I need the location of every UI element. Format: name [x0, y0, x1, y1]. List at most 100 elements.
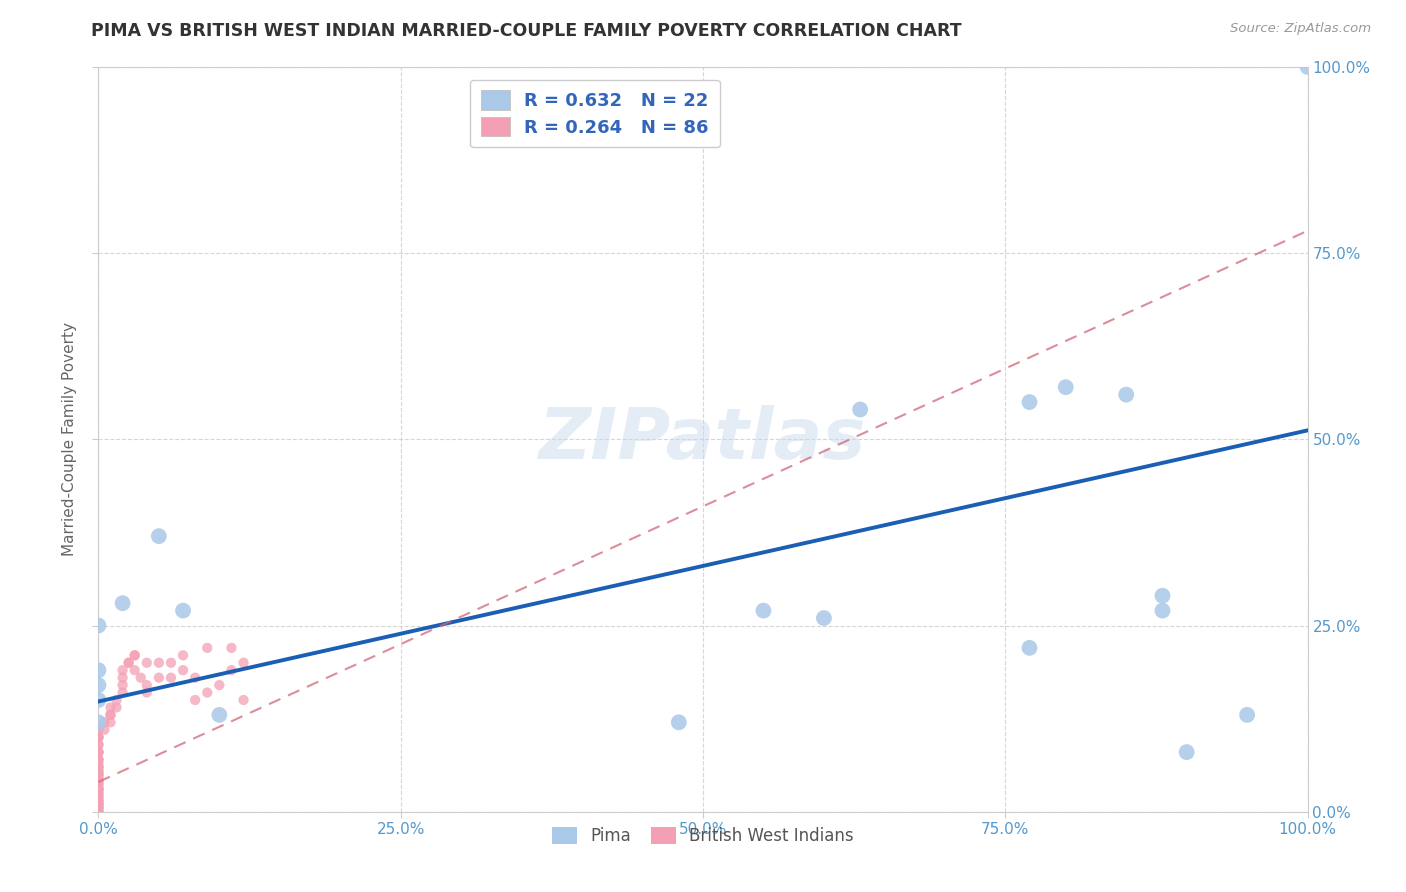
Point — [87, 771, 110, 785]
Point — [172, 663, 194, 677]
Point — [124, 648, 146, 663]
Point — [87, 745, 110, 759]
Point — [87, 779, 110, 793]
Point — [87, 715, 110, 730]
Point — [87, 775, 110, 789]
Point — [87, 760, 110, 774]
Point — [87, 793, 110, 807]
Point — [195, 640, 218, 655]
Point — [208, 707, 231, 722]
Point — [87, 678, 110, 692]
Point — [87, 730, 110, 744]
Point — [129, 671, 152, 685]
Point — [87, 723, 110, 737]
Point — [87, 745, 110, 759]
Point — [195, 685, 218, 699]
Point — [87, 767, 110, 781]
Point — [87, 782, 110, 797]
Point — [87, 775, 110, 789]
Point — [87, 793, 110, 807]
Point — [111, 596, 134, 610]
Point — [87, 756, 110, 771]
Point — [87, 779, 110, 793]
Point — [100, 707, 122, 722]
Point — [105, 693, 128, 707]
Point — [87, 789, 110, 804]
Point — [87, 693, 110, 707]
Point — [87, 730, 110, 744]
Point — [135, 656, 157, 670]
Point — [87, 801, 110, 815]
Point — [87, 760, 110, 774]
Point — [124, 663, 146, 677]
Point — [208, 678, 231, 692]
Point — [221, 663, 243, 677]
Point — [87, 801, 110, 815]
Point — [87, 764, 110, 778]
Point — [93, 715, 115, 730]
Point — [87, 760, 110, 774]
Point — [87, 786, 110, 800]
Point — [100, 707, 122, 722]
Point — [87, 730, 110, 744]
Point — [87, 775, 110, 789]
Point — [172, 604, 194, 618]
Point — [1236, 707, 1258, 722]
Point — [148, 656, 170, 670]
Point — [1018, 395, 1040, 409]
Point — [184, 693, 207, 707]
Point — [160, 656, 183, 670]
Point — [160, 671, 183, 685]
Point — [111, 671, 134, 685]
Point — [87, 771, 110, 785]
Point — [87, 663, 110, 677]
Point — [87, 753, 110, 767]
Point — [1018, 640, 1040, 655]
Point — [232, 693, 254, 707]
Point — [87, 753, 110, 767]
Point — [135, 678, 157, 692]
Point — [87, 786, 110, 800]
Point — [87, 738, 110, 752]
Point — [87, 801, 110, 815]
Point — [87, 745, 110, 759]
Point — [87, 738, 110, 752]
Point — [111, 678, 134, 692]
Point — [100, 715, 122, 730]
Point — [135, 685, 157, 699]
Point — [1152, 589, 1174, 603]
Point — [87, 805, 110, 819]
Point — [87, 764, 110, 778]
Point — [87, 797, 110, 812]
Point — [668, 715, 690, 730]
Point — [87, 782, 110, 797]
Point — [111, 663, 134, 677]
Point — [148, 529, 170, 543]
Point — [221, 640, 243, 655]
Text: PIMA VS BRITISH WEST INDIAN MARRIED-COUPLE FAMILY POVERTY CORRELATION CHART: PIMA VS BRITISH WEST INDIAN MARRIED-COUP… — [91, 22, 962, 40]
Point — [1115, 387, 1137, 401]
Legend: Pima, British West Indians: Pima, British West Indians — [546, 821, 860, 852]
Point — [87, 753, 110, 767]
Point — [172, 648, 194, 663]
Point — [93, 723, 115, 737]
Y-axis label: Married-Couple Family Poverty: Married-Couple Family Poverty — [62, 322, 77, 557]
Point — [1296, 60, 1319, 74]
Point — [87, 797, 110, 812]
Point — [184, 671, 207, 685]
Point — [118, 656, 141, 670]
Point — [100, 700, 122, 714]
Point — [1054, 380, 1077, 394]
Point — [118, 656, 141, 670]
Point — [87, 782, 110, 797]
Point — [87, 767, 110, 781]
Point — [111, 685, 134, 699]
Point — [849, 402, 872, 417]
Point — [87, 789, 110, 804]
Point — [232, 656, 254, 670]
Point — [87, 805, 110, 819]
Point — [87, 805, 110, 819]
Point — [105, 700, 128, 714]
Point — [148, 671, 170, 685]
Point — [87, 797, 110, 812]
